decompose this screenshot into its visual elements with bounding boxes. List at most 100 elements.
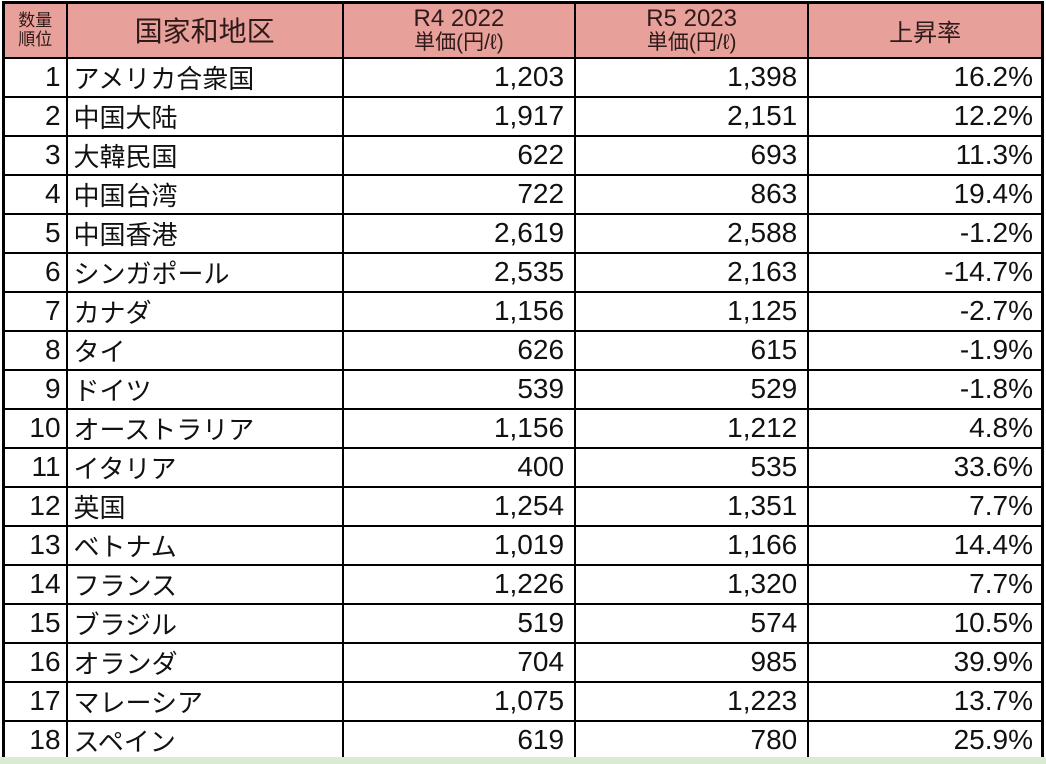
country-cell: オーストラリア (65, 407, 344, 449)
country-cell: ドイツ (65, 368, 344, 410)
country-cell: スペイン (65, 719, 344, 761)
table-row: 4 中国台湾 722 863 19.4% (2, 173, 1044, 215)
r5-price-cell: 985 (574, 641, 810, 683)
rank-cell: 3 (2, 134, 68, 176)
bottom-green-strip (0, 757, 1046, 764)
r5-price-cell: 693 (574, 134, 810, 176)
header-r5-line1: R5 2023 (646, 4, 738, 32)
rate-cell: 10.5% (807, 602, 1044, 644)
rank-cell: 5 (2, 212, 68, 254)
rank-cell: 16 (2, 641, 68, 683)
rank-cell: 10 (2, 407, 68, 449)
r5-price-cell: 615 (574, 329, 810, 371)
rate-cell: -2.7% (807, 290, 1044, 332)
country-cell: カナダ (65, 290, 344, 332)
rate-cell: 7.7% (807, 485, 1044, 527)
rank-cell: 13 (2, 524, 68, 566)
rate-cell: -1.8% (807, 368, 1044, 410)
r5-price-cell: 1,351 (574, 485, 810, 527)
r5-price-cell: 574 (574, 602, 810, 644)
r4-price-cell: 2,619 (341, 212, 577, 254)
table-row: 3 大韓民国 622 693 11.3% (2, 134, 1044, 176)
r4-price-cell: 400 (341, 446, 577, 488)
country-cell: イタリア (65, 446, 344, 488)
r4-price-cell: 704 (341, 641, 577, 683)
rank-cell: 15 (2, 602, 68, 644)
table-header: 数量 順位 国家和地区 R4 2022 単価(円/ℓ) R5 2023 単価(円… (2, 1, 1044, 59)
country-cell: マレーシア (65, 680, 344, 722)
r5-price-cell: 863 (574, 173, 810, 215)
r5-price-cell: 780 (574, 719, 810, 761)
r5-price-cell: 1,166 (574, 524, 810, 566)
rank-cell: 6 (2, 251, 68, 293)
rank-cell: 12 (2, 485, 68, 527)
r5-price-cell: 2,588 (574, 212, 810, 254)
country-cell: ブラジル (65, 602, 344, 644)
r4-price-cell: 626 (341, 329, 577, 371)
header-r4-line1: R4 2022 (413, 4, 505, 32)
rate-cell: 12.2% (807, 95, 1044, 137)
header-r5: R5 2023 単価(円/ℓ) (574, 1, 810, 59)
rate-cell: 4.8% (807, 407, 1044, 449)
table-body: 1 アメリカ合衆国 1,203 1,398 16.2% 2 中国大陆 1,917… (2, 56, 1044, 764)
table-row: 13 ベトナム 1,019 1,166 14.4% (2, 524, 1044, 566)
r5-price-cell: 1,212 (574, 407, 810, 449)
r4-price-cell: 1,075 (341, 680, 577, 722)
r5-price-cell: 1,398 (574, 56, 810, 98)
r4-price-cell: 1,019 (341, 524, 577, 566)
rate-cell: -14.7% (807, 251, 1044, 293)
rate-cell: 13.7% (807, 680, 1044, 722)
rate-cell: 19.4% (807, 173, 1044, 215)
r5-price-cell: 1,125 (574, 290, 810, 332)
country-cell: 英国 (65, 485, 344, 527)
header-rank-line1: 数量 (18, 10, 53, 30)
rate-cell: 25.9% (807, 719, 1044, 761)
table-row: 16 オランダ 704 985 39.9% (2, 641, 1044, 683)
r4-price-cell: 1,156 (341, 407, 577, 449)
country-cell: タイ (65, 329, 344, 371)
header-r5-line2: 単価(円/ℓ) (646, 30, 737, 54)
rank-cell: 11 (2, 446, 68, 488)
rank-cell: 7 (2, 290, 68, 332)
r4-price-cell: 1,203 (341, 56, 577, 98)
table-row: 10 オーストラリア 1,156 1,212 4.8% (2, 407, 1044, 449)
rate-cell: -1.2% (807, 212, 1044, 254)
table-row: 2 中国大陆 1,917 2,151 12.2% (2, 95, 1044, 137)
r4-price-cell: 1,254 (341, 485, 577, 527)
table-row: 18 スペイン 619 780 25.9% (2, 719, 1044, 761)
rate-cell: 39.9% (807, 641, 1044, 683)
rank-cell: 18 (2, 719, 68, 761)
r4-price-cell: 2,535 (341, 251, 577, 293)
header-row: 数量 順位 国家和地区 R4 2022 単価(円/ℓ) R5 2023 単価(円… (2, 1, 1044, 59)
rank-cell: 8 (2, 329, 68, 371)
r4-price-cell: 539 (341, 368, 577, 410)
rank-cell: 14 (2, 563, 68, 605)
table-row: 9 ドイツ 539 529 -1.8% (2, 368, 1044, 410)
table-row: 6 シンガポール 2,535 2,163 -14.7% (2, 251, 1044, 293)
header-r4-line2: 単価(円/ℓ) (414, 30, 504, 54)
country-cell: 中国大陆 (65, 95, 344, 137)
header-country: 国家和地区 (65, 1, 344, 59)
table-row: 7 カナダ 1,156 1,125 -2.7% (2, 290, 1044, 332)
country-cell: シンガポール (65, 251, 344, 293)
r5-price-cell: 2,151 (574, 95, 810, 137)
rate-cell: 7.7% (807, 563, 1044, 605)
r4-price-cell: 619 (341, 719, 577, 761)
rank-cell: 4 (2, 173, 68, 215)
table-row: 15 ブラジル 519 574 10.5% (2, 602, 1044, 644)
r4-price-cell: 622 (341, 134, 577, 176)
country-cell: オランダ (65, 641, 344, 683)
rate-cell: 11.3% (807, 134, 1044, 176)
rate-cell: 16.2% (807, 56, 1044, 98)
table-row: 12 英国 1,254 1,351 7.7% (2, 485, 1044, 527)
rank-cell: 17 (2, 680, 68, 722)
r4-price-cell: 1,226 (341, 563, 577, 605)
table-row: 14 フランス 1,226 1,320 7.7% (2, 563, 1044, 605)
rank-cell: 1 (2, 56, 68, 98)
r5-price-cell: 535 (574, 446, 810, 488)
rank-cell: 2 (2, 95, 68, 137)
header-rate: 上昇率 (807, 1, 1044, 59)
r4-price-cell: 722 (341, 173, 577, 215)
country-cell: アメリカ合衆国 (65, 56, 344, 98)
